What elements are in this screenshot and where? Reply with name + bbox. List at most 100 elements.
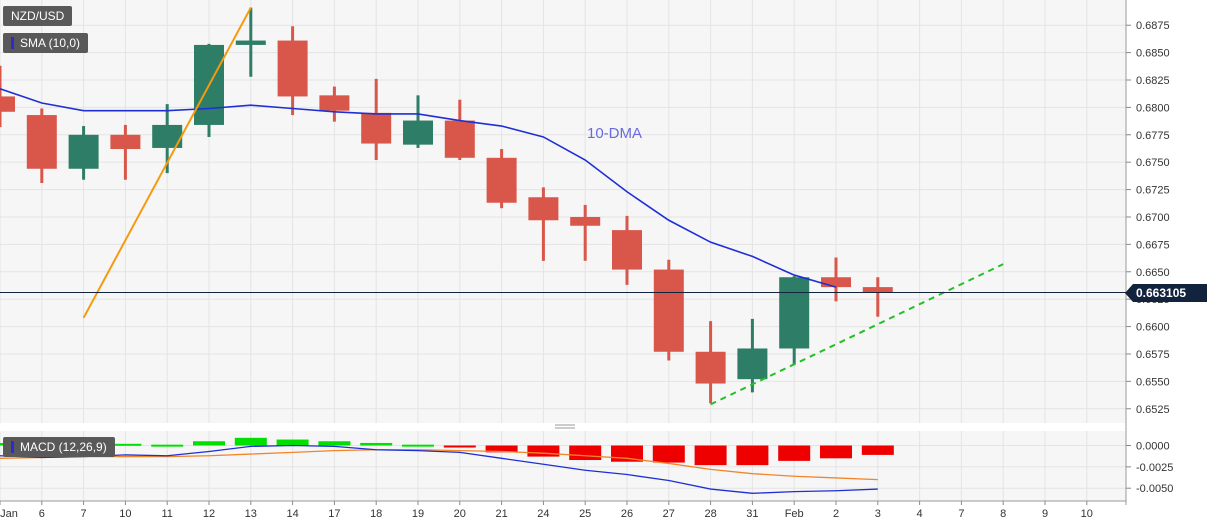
x-tick-label: 2 xyxy=(833,508,839,520)
x-tick-label: 18 xyxy=(370,508,382,520)
x-tick-label: 21 xyxy=(495,508,507,520)
y-tick-label: 0.6700 xyxy=(1136,212,1170,224)
y-tick-label: 0.6675 xyxy=(1136,239,1170,251)
x-tick-label: 7 xyxy=(81,508,87,520)
macd-hist-bar xyxy=(318,441,351,446)
candle-body xyxy=(0,96,15,112)
macd-hist-bar xyxy=(485,445,518,453)
macd-hist-bar xyxy=(527,445,560,457)
trendlines xyxy=(82,7,1004,406)
last-price-flag: 0.663105 xyxy=(1125,283,1207,302)
x-tick-label: 8 xyxy=(1000,508,1006,520)
candle-body xyxy=(779,277,810,349)
x-tick-label: 4 xyxy=(917,508,923,520)
macd-hist-bar xyxy=(652,445,685,463)
macd-hist-bar xyxy=(569,445,602,461)
sma-line xyxy=(0,88,837,288)
macd-panel[interactable] xyxy=(0,431,1126,501)
y-tick-label: 0.6600 xyxy=(1136,322,1170,334)
candle-body xyxy=(528,197,559,221)
candle-body xyxy=(653,269,684,352)
macd-hist-bar xyxy=(736,445,769,466)
candlesticks xyxy=(0,7,893,404)
candle-body xyxy=(319,95,350,111)
y-tick-label: 0.6525 xyxy=(1136,404,1170,416)
macd-y-tick-label: -0.0025 xyxy=(1136,462,1173,474)
macd-hist-bar xyxy=(820,445,852,459)
candle-body xyxy=(235,40,266,45)
macd-signal-line xyxy=(0,449,878,481)
macd-hist-bar xyxy=(778,445,811,461)
x-axis: Jan 6 7 10 11 12 13 14 17 18 19 20 21 24 25 26 27 28 31 Feb… xyxy=(0,500,1126,520)
candle-body xyxy=(612,230,642,270)
x-tick-label: 11 xyxy=(161,508,172,520)
x-tick-label: 24 xyxy=(537,508,549,520)
macd-legend-tag[interactable]: MACD (12,26,9) xyxy=(3,437,115,457)
x-tick-label: 17 xyxy=(328,508,340,520)
y-tick-label: 0.6850 xyxy=(1136,48,1170,60)
price-panel[interactable] xyxy=(0,0,1126,423)
macd-y-axis: 0.0000 -0.0025 -0.0050 xyxy=(1126,441,1173,495)
candle-body xyxy=(486,157,517,203)
x-tick-label: 20 xyxy=(454,508,466,520)
candle-body xyxy=(444,120,475,158)
x-tick-label: 19 xyxy=(412,508,424,520)
candle-body xyxy=(737,348,768,380)
candle-body xyxy=(152,124,183,148)
candle-body xyxy=(862,287,893,293)
x-tick-label: 10 xyxy=(1081,508,1093,520)
sma-legend-tag[interactable]: SMA (10,0) xyxy=(3,33,89,53)
price-y-axis: 0.6875 0.6850 0.6825 0.6800 0.6775 0.6750 0.67… xyxy=(1125,0,1170,505)
y-tick-label: 0.6575 xyxy=(1136,349,1170,361)
y-tick-label: 0.6825 xyxy=(1136,75,1170,87)
macd-hist-bar xyxy=(360,442,393,446)
macd-hist-bar xyxy=(443,445,476,448)
dma-annotation: 10-DMA xyxy=(587,125,642,142)
candle-body xyxy=(570,216,601,226)
resistance-trendline xyxy=(82,7,252,319)
x-tick-label: 7 xyxy=(958,508,964,520)
macd-hist-bar xyxy=(234,437,267,446)
macd-y-tick-label: 0.0000 xyxy=(1136,441,1170,453)
macd-hist-bar xyxy=(861,445,894,455)
x-tick-label: 6 xyxy=(39,508,45,520)
y-tick-label: 0.6800 xyxy=(1136,102,1170,114)
x-tick-label: 3 xyxy=(875,508,881,520)
macd-lines xyxy=(0,444,878,494)
y-tick-label: 0.6550 xyxy=(1136,376,1170,388)
x-tick-label: Jan xyxy=(0,508,18,520)
candle-body xyxy=(277,40,308,97)
y-tick-label: 0.6775 xyxy=(1136,130,1170,142)
x-tick-label: 31 xyxy=(746,508,758,520)
macd-hist-bar xyxy=(276,439,309,446)
candle-body xyxy=(821,277,851,288)
panel-resize-handle[interactable] xyxy=(555,424,575,429)
x-tick-label: 9 xyxy=(1042,508,1048,520)
x-tick-label: 14 xyxy=(286,508,298,520)
x-tick-label: 25 xyxy=(579,508,591,520)
macd-line xyxy=(0,444,878,494)
macd-hist-bar xyxy=(402,444,434,447)
x-tick-label: 27 xyxy=(663,508,675,520)
candle-body xyxy=(68,134,99,169)
y-tick-label: 0.6725 xyxy=(1136,185,1170,197)
candle-body xyxy=(695,351,726,384)
macd-hist-bar xyxy=(151,444,184,447)
macd-histogram xyxy=(0,437,894,466)
y-tick-label: 0.6875 xyxy=(1136,20,1170,32)
y-tick-label: 0.6750 xyxy=(1136,157,1170,169)
x-tick-label: Feb xyxy=(785,508,804,520)
macd-y-tick-label: -0.0050 xyxy=(1136,483,1173,495)
x-tick-label: 26 xyxy=(621,508,633,520)
y-tick-label: 0.6650 xyxy=(1136,267,1170,279)
x-tick-label: 13 xyxy=(245,508,257,520)
x-tick-label: 28 xyxy=(704,508,716,520)
sma-10-line xyxy=(0,88,837,288)
candle-body xyxy=(110,134,141,150)
candle-body xyxy=(26,115,57,169)
macd-hist-bar xyxy=(193,441,225,446)
symbol-tag[interactable]: NZD/USD xyxy=(3,6,73,26)
candle-body xyxy=(403,120,433,145)
x-tick-label: 10 xyxy=(119,508,131,520)
